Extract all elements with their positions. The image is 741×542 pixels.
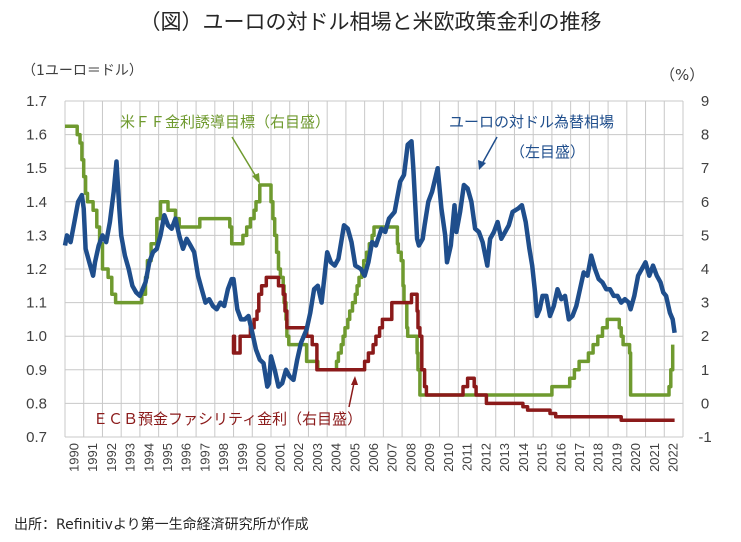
right-tick-label: 3 bbox=[701, 295, 709, 312]
source-note: 出所：Refinitivより第一生命経済研究所が作成 bbox=[14, 517, 309, 533]
left-tick-label: 1.2 bbox=[26, 261, 47, 278]
x-tick-label: 1990 bbox=[66, 443, 81, 472]
x-tick-label: 2019 bbox=[609, 443, 624, 472]
x-tick-label: 1996 bbox=[179, 443, 194, 472]
x-tick-label: 2006 bbox=[366, 443, 381, 472]
left-tick-label: 0.8 bbox=[26, 395, 47, 412]
left-axis-unit-label: （1ユーロ＝ドル） bbox=[22, 63, 143, 79]
gridlines bbox=[64, 100, 684, 438]
x-tick-label: 1998 bbox=[216, 443, 231, 472]
x-tick-label: 2014 bbox=[516, 443, 531, 472]
x-tick-label: 2007 bbox=[385, 443, 400, 472]
left-tick-label: 0.9 bbox=[26, 362, 47, 379]
x-tick-label: 2011 bbox=[460, 443, 475, 471]
right-axis-ticks: -1 0 1 2 3 4 5 6 7 8 9 bbox=[698, 93, 711, 446]
left-tick-label: 1.6 bbox=[26, 127, 47, 144]
left-tick-label: 1.5 bbox=[26, 160, 47, 177]
right-tick-label: 6 bbox=[701, 194, 709, 211]
ff-annotation-arrow bbox=[231, 136, 259, 181]
annotations: 米ＦＦ金利誘導目標（右目盛） ユーロの対ドル為替相場 （左目盛） ＥＣＢ預金ファシリテ… bbox=[93, 113, 614, 428]
right-tick-label: 0 bbox=[701, 395, 709, 412]
eurusd-annotation-arrow bbox=[481, 136, 498, 165]
right-tick-label: 9 bbox=[701, 93, 709, 110]
ecb-arrow-head-icon bbox=[351, 376, 358, 385]
left-tick-label: 1.1 bbox=[26, 295, 47, 312]
right-tick-label: -1 bbox=[698, 429, 711, 446]
x-tick-label: 1994 bbox=[141, 443, 156, 472]
x-tick-label: 2005 bbox=[347, 443, 362, 472]
x-tick-label: 2004 bbox=[329, 443, 344, 472]
x-tick-label: 2013 bbox=[497, 443, 512, 472]
eurusd-line bbox=[62, 139, 677, 389]
x-tick-label: 2002 bbox=[291, 443, 306, 472]
x-tick-label: 2012 bbox=[478, 443, 493, 472]
ecb-rate-line bbox=[231, 275, 675, 422]
eurusd-annotation-label: ユーロの対ドル為替相場 bbox=[449, 113, 614, 131]
x-tick-label: 2020 bbox=[628, 443, 643, 472]
series-lines bbox=[62, 124, 677, 422]
x-tick-label: 2022 bbox=[666, 443, 681, 472]
x-tick-label: 2015 bbox=[535, 443, 550, 472]
x-tick-label: 1991 bbox=[85, 443, 100, 472]
x-tick-label: 2001 bbox=[272, 443, 287, 472]
x-tick-label: 1997 bbox=[197, 443, 212, 472]
left-tick-label: 1.3 bbox=[26, 227, 47, 244]
right-tick-label: 4 bbox=[701, 261, 709, 278]
left-tick-label: 1.7 bbox=[26, 93, 47, 110]
ff-arrow-head-icon bbox=[252, 173, 260, 184]
x-tick-label: 2021 bbox=[647, 443, 662, 472]
x-tick-label: 2017 bbox=[572, 443, 587, 472]
right-axis-unit-label: （%） bbox=[660, 66, 705, 84]
x-tick-label: 2016 bbox=[553, 443, 568, 472]
eurusd-annotation-sublabel: （左目盛） bbox=[510, 143, 585, 161]
x-axis-ticks: 1990 1991 1992 1993 1994 1995 1996 1997 1998 1999… bbox=[66, 443, 680, 472]
right-tick-label: 8 bbox=[701, 127, 709, 144]
right-tick-label: 5 bbox=[701, 227, 709, 244]
x-tick-label: 1999 bbox=[235, 443, 250, 472]
x-tick-label: 2018 bbox=[591, 443, 606, 472]
x-tick-label: 2008 bbox=[403, 443, 418, 472]
chart-title: （図）ユーロの対ドル相場と米欧政策金利の推移 bbox=[139, 10, 602, 34]
left-tick-label: 0.7 bbox=[26, 429, 47, 446]
left-tick-label: 1.4 bbox=[26, 194, 47, 211]
x-tick-label: 1993 bbox=[123, 443, 138, 472]
left-axis-ticks: 0.7 0.8 0.9 1.0 1.1 1.2 1.3 1.4 1.5 1.6 1.7 bbox=[26, 93, 47, 446]
x-tick-label: 1995 bbox=[160, 443, 175, 472]
x-tick-label: 1992 bbox=[104, 443, 119, 472]
eurusd-arrow-head-icon bbox=[478, 160, 486, 170]
right-tick-label: 7 bbox=[701, 160, 709, 177]
x-tick-label: 2009 bbox=[422, 443, 437, 472]
x-tick-label: 2010 bbox=[441, 443, 456, 472]
right-tick-label: 1 bbox=[701, 362, 709, 379]
ff-annotation-label: 米ＦＦ金利誘導目標（右目盛） bbox=[120, 113, 330, 131]
left-tick-label: 1.0 bbox=[26, 328, 47, 345]
x-tick-label: 2000 bbox=[254, 443, 269, 472]
ecb-annotation-label: ＥＣＢ預金ファシリティ金利（右目盛） bbox=[93, 410, 362, 428]
x-tick-label: 2003 bbox=[310, 443, 325, 472]
ecb-annotation-arrow bbox=[348, 382, 355, 408]
right-tick-label: 2 bbox=[701, 328, 709, 345]
